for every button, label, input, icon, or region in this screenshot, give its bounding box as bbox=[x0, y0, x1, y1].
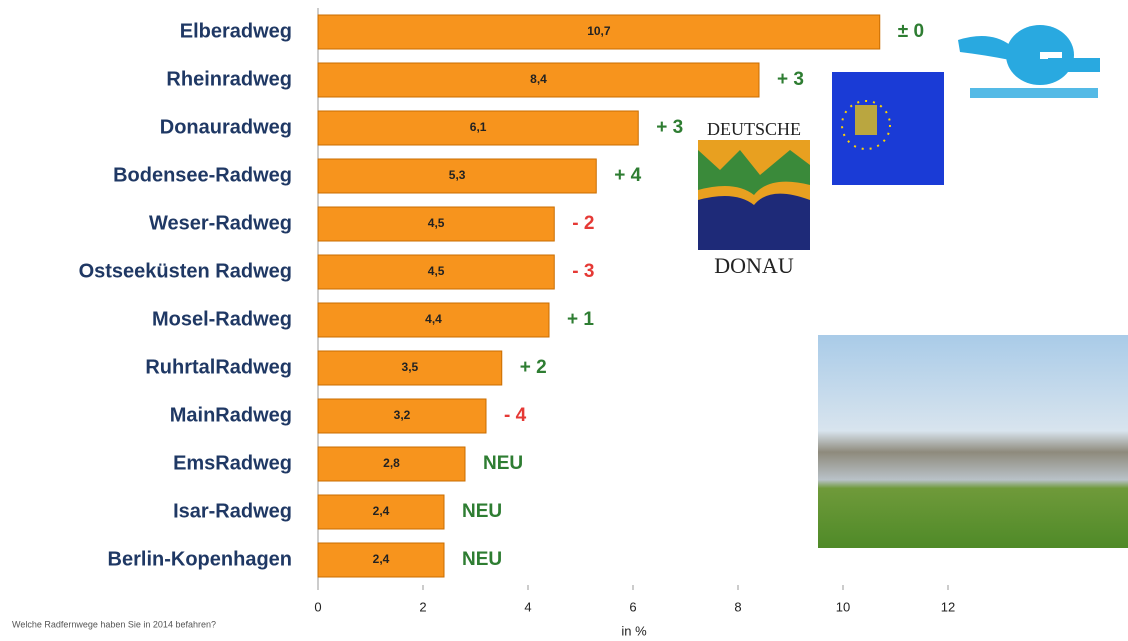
x-tick-label: 12 bbox=[941, 599, 955, 614]
x-tick-label: 6 bbox=[629, 599, 636, 614]
value-label: 3,2 bbox=[394, 408, 411, 422]
category-label: RuhrtalRadweg bbox=[145, 356, 292, 378]
change-label: + 3 bbox=[777, 69, 804, 90]
value-label: 2,8 bbox=[383, 456, 400, 470]
value-label: 4,4 bbox=[425, 312, 442, 326]
change-label: - 2 bbox=[572, 213, 594, 234]
x-tick-label: 10 bbox=[836, 599, 850, 614]
change-label: NEU bbox=[462, 501, 502, 522]
change-label: + 1 bbox=[567, 309, 594, 330]
x-tick-label: 2 bbox=[419, 599, 426, 614]
value-label: 4,5 bbox=[428, 216, 445, 230]
value-label: 5,3 bbox=[449, 168, 466, 182]
value-label: 8,4 bbox=[530, 72, 547, 86]
change-label: NEU bbox=[483, 453, 523, 474]
category-label: MainRadweg bbox=[170, 404, 292, 426]
value-label: 6,1 bbox=[470, 120, 487, 134]
value-label: 3,5 bbox=[402, 360, 419, 374]
category-label: Elberadweg bbox=[180, 20, 292, 42]
category-label: Mosel-Radweg bbox=[152, 308, 292, 330]
change-label: + 3 bbox=[656, 117, 683, 138]
donau-logo: DEUTSCHE DONAU bbox=[698, 119, 810, 278]
value-label: 2,4 bbox=[373, 504, 390, 518]
x-axis-label: in % bbox=[621, 623, 647, 638]
x-tick-label: 0 bbox=[314, 599, 321, 614]
category-label: EmsRadweg bbox=[173, 452, 292, 474]
value-label: 2,4 bbox=[373, 552, 390, 566]
change-label: + 4 bbox=[614, 165, 641, 186]
change-label: NEU bbox=[462, 549, 502, 570]
category-label: Ostseeküsten Radweg bbox=[79, 260, 292, 282]
change-label: - 4 bbox=[504, 405, 527, 426]
category-label: Isar-Radweg bbox=[173, 500, 292, 522]
category-label: Rheinradweg bbox=[166, 68, 292, 90]
category-label: Bodensee-Radweg bbox=[113, 164, 292, 186]
value-label: 10,7 bbox=[587, 24, 611, 38]
rhein-logo bbox=[832, 72, 944, 185]
category-label: Weser-Radweg bbox=[149, 212, 292, 234]
change-label: ± 0 bbox=[898, 21, 924, 42]
footnote: Welche Radfernwege haben Sie in 2014 bef… bbox=[12, 619, 216, 629]
logo-text: DEUTSCHE bbox=[707, 119, 801, 139]
logo-text: DONAU bbox=[714, 253, 794, 278]
change-label: - 3 bbox=[572, 261, 594, 282]
photo bbox=[818, 335, 1128, 548]
category-label: Berlin-Kopenhagen bbox=[108, 548, 292, 570]
x-tick-label: 4 bbox=[524, 599, 531, 614]
change-label: + 2 bbox=[520, 357, 547, 378]
value-label: 4,5 bbox=[428, 264, 445, 278]
chart: DEUTSCHE DONAU in % Welche Radfernwege h… bbox=[0, 0, 1128, 641]
x-tick-label: 8 bbox=[734, 599, 741, 614]
elbe-logo bbox=[958, 25, 1100, 98]
category-label: Donauradweg bbox=[160, 116, 292, 138]
